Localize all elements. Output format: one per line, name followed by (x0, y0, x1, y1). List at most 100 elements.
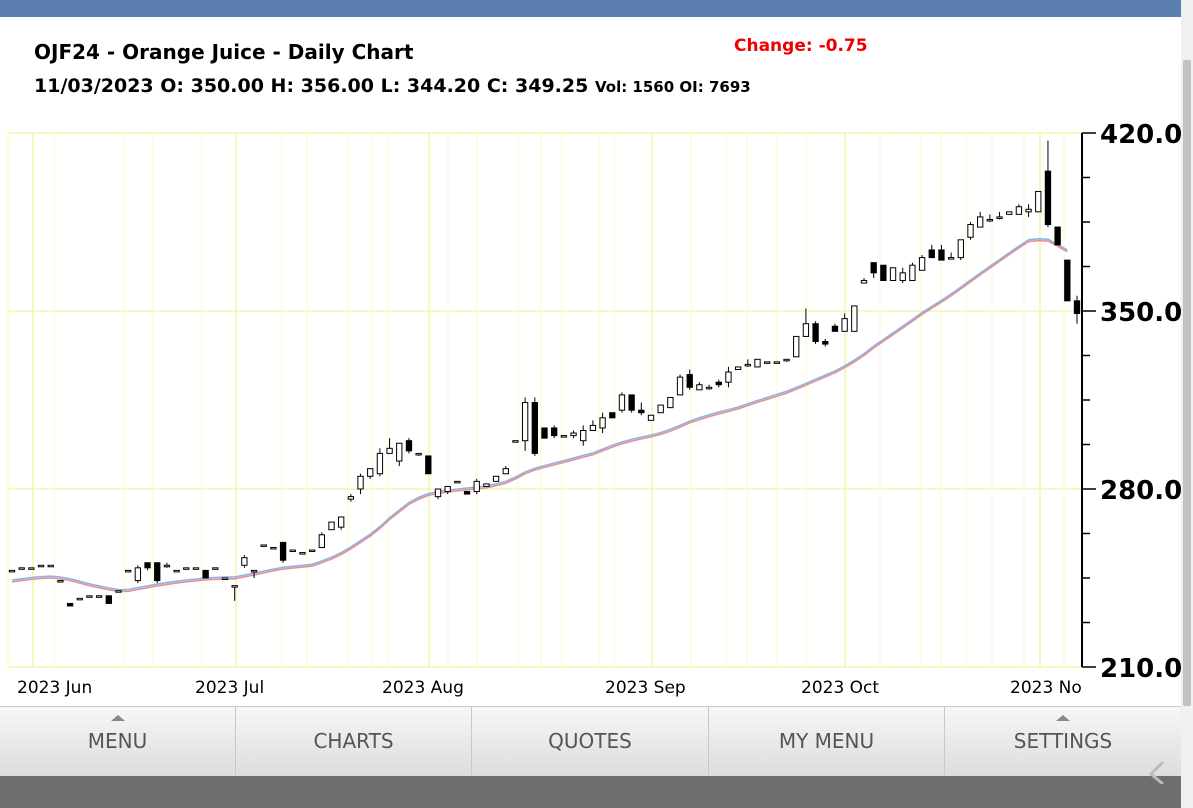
candle-down (715, 381, 722, 386)
candle-up (241, 557, 248, 566)
nav-my-menu-button[interactable]: MY MENU (709, 707, 945, 775)
candle-down (531, 402, 538, 454)
y-tick-label: 420.0 (1100, 120, 1181, 150)
candle-up (580, 430, 587, 442)
candle-up (996, 216, 1003, 219)
candle-up (764, 361, 771, 364)
candle-up (270, 546, 277, 550)
candle-up (618, 394, 626, 411)
candle-up (667, 396, 674, 409)
candle-up (483, 483, 490, 487)
candle-up (725, 371, 732, 383)
y-tick-label: 280.0 (1100, 476, 1181, 506)
candle-down (870, 262, 877, 274)
nav-menu-button[interactable]: MENU (0, 707, 236, 775)
candle-down (880, 264, 887, 281)
candle-up (347, 496, 355, 500)
candle-up (977, 216, 984, 228)
candle-up (8, 569, 16, 573)
bottom-nav: MENU CHARTS QUOTES MY MENU SETTINGS (0, 706, 1181, 777)
candle-down (928, 249, 935, 259)
candle-up (231, 585, 238, 588)
candle-up (1015, 206, 1023, 215)
candle-up (986, 218, 994, 222)
candle-up (783, 358, 790, 362)
candle-up (454, 480, 461, 484)
x-tick-label: 2023 Jul (195, 678, 264, 698)
candle-up (415, 452, 422, 456)
x-tick-label: 2023 Jun (17, 678, 92, 698)
candle-up (1025, 208, 1032, 213)
candle-up (521, 402, 529, 442)
candle-up (328, 521, 335, 531)
candle-up (492, 475, 500, 482)
volume-oi: Vol: 1560 OI: 7693 (594, 78, 751, 96)
candle-up (512, 440, 519, 443)
chart-title: OJF24 - Orange Juice - Daily Chart (34, 40, 414, 64)
back-chevron-icon[interactable] (1146, 760, 1170, 784)
nav-settings-button[interactable]: SETTINGS (945, 707, 1181, 775)
candle-up (793, 335, 800, 358)
nav-quotes-label: QUOTES (548, 729, 632, 753)
candle-up (444, 485, 451, 493)
candle-down (628, 394, 635, 411)
moving-average-line (11, 237, 1068, 591)
candle-up (338, 516, 345, 528)
candle-up (95, 595, 103, 598)
candle-down (202, 569, 209, 579)
candle-up (899, 272, 906, 281)
candle-up (260, 544, 267, 547)
candle-up (696, 384, 703, 391)
top-bar (0, 0, 1181, 17)
candle-up (889, 267, 897, 281)
candle-up (957, 239, 964, 259)
nav-menu-label: MENU (87, 729, 148, 753)
candle-up (657, 404, 664, 414)
plot-area (7, 132, 1083, 668)
nav-charts-button[interactable]: CHARTS (236, 707, 472, 775)
candle-up (802, 323, 810, 337)
candle-up (909, 264, 916, 281)
x-tick-label: 2023 Sep (605, 678, 686, 698)
candle-up (473, 480, 480, 493)
candle-down (638, 409, 645, 414)
candle-up (396, 442, 403, 462)
candle-up (570, 432, 577, 437)
candle-up (773, 361, 781, 364)
candle-up (841, 318, 848, 332)
candle-down (425, 455, 432, 475)
candle-up (734, 366, 742, 370)
candle-up (250, 569, 258, 573)
price-chart[interactable]: 420.0 350.0 280.0 210.0 2023 Jun 2023 Jul 2023… (0, 120, 1181, 706)
chart-header: OJF24 - Orange Juice - Daily Chart Chang… (0, 17, 1181, 127)
candle-down (405, 440, 413, 452)
scrollbar-thumb[interactable] (1183, 60, 1191, 706)
candle-up (318, 534, 325, 548)
chevron-up-icon (1056, 715, 1070, 721)
candle-up (125, 569, 132, 573)
candle-up (386, 447, 393, 454)
candle-up (918, 257, 926, 271)
candle-up (289, 549, 296, 553)
candle-up (851, 305, 858, 332)
candle-up (947, 257, 955, 260)
candle-up (57, 580, 64, 583)
candle-up (221, 577, 229, 580)
ohlc-values: 11/03/2023 O: 350.00 H: 356.00 L: 344.20… (34, 75, 589, 97)
candle-up (18, 567, 25, 570)
candle-down (1054, 226, 1061, 246)
candle-down (1073, 300, 1081, 315)
candle-up (599, 417, 606, 429)
candle-up (560, 435, 568, 438)
bottom-bar (0, 776, 1181, 808)
nav-quotes-button[interactable]: QUOTES (472, 707, 709, 775)
candle-down (551, 427, 558, 437)
y-tick-label: 350.0 (1100, 298, 1181, 328)
candle-up (589, 424, 597, 432)
candle-up (744, 363, 751, 367)
candle-down (822, 341, 829, 345)
candle-up (183, 567, 190, 570)
x-tick-label: 2023 Aug (382, 678, 464, 698)
candle-up (134, 567, 142, 582)
candle-down (154, 562, 161, 582)
